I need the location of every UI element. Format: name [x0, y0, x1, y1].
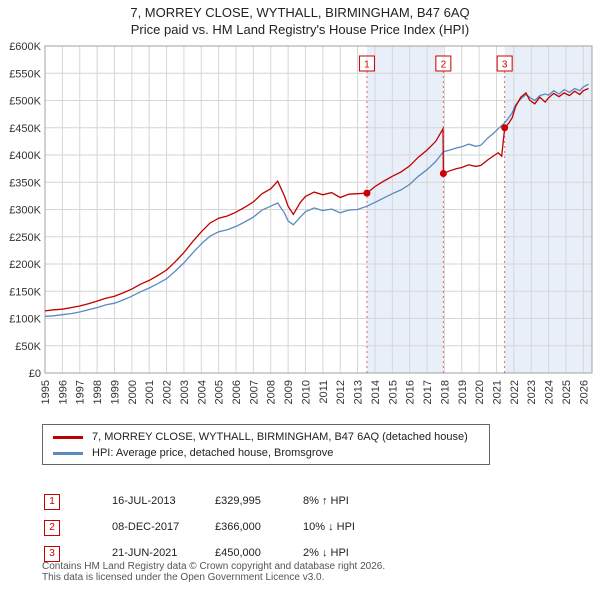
transaction-price: £366,000	[215, 521, 261, 533]
price-chart: 1995 1996 1997 1998 1999 2000 2001 2002 2003 2004…	[0, 40, 600, 420]
y-tick-label: £250K	[9, 232, 41, 244]
sale-marker	[439, 170, 447, 178]
x-tick-label: 2026	[578, 380, 590, 404]
sale-marker	[501, 124, 509, 132]
transaction-number-badge: 2	[44, 520, 60, 536]
x-tick-label: 2020	[474, 380, 486, 404]
transaction-number-badge: 3	[44, 546, 60, 562]
sale-number: 2	[441, 60, 447, 71]
legend-item-property: 7, MORREY CLOSE, WYTHALL, BIRMINGHAM, B4…	[43, 429, 489, 445]
sale-marker	[363, 189, 371, 197]
chart-title: 7, MORREY CLOSE, WYTHALL, BIRMINGHAM, B4…	[130, 5, 470, 20]
x-tick-label: 2017	[422, 380, 434, 404]
chart-subtitle: Price paid vs. HM Land Registry's House …	[130, 22, 470, 37]
x-tick-label: 2015	[387, 380, 399, 404]
y-tick-label: £200K	[9, 259, 41, 271]
y-tick-label: £350K	[9, 177, 41, 189]
y-tick-label: £0	[29, 368, 41, 380]
x-tick-label: 2022	[509, 380, 521, 404]
chart-legend: 7, MORREY CLOSE, WYTHALL, BIRMINGHAM, B4…	[42, 424, 490, 465]
x-tick-label: 2007	[248, 380, 260, 404]
x-tick-label: 1997	[75, 380, 87, 404]
y-tick-label: £450K	[9, 123, 41, 135]
sale-number: 3	[502, 60, 508, 71]
sale-number-box	[358, 55, 375, 72]
x-tick-label: 2004	[196, 380, 208, 404]
transaction-date: 21-JUN-2021	[112, 547, 178, 559]
x-tick-label: 2011	[318, 380, 330, 404]
y-tick-label: £300K	[9, 205, 41, 217]
x-tick-label: 2008	[266, 380, 278, 404]
x-tick-label: 2013	[353, 380, 365, 404]
transaction-number-badge: 1	[44, 494, 60, 510]
sale-number-box	[496, 55, 513, 72]
x-tick-label: 2025	[561, 380, 573, 404]
y-tick-label: £150K	[9, 286, 41, 298]
x-tick-label: 2024	[544, 380, 556, 404]
x-tick-label: 2003	[179, 380, 191, 404]
transaction-vs-hpi: 8% ↑ HPI	[303, 495, 349, 507]
x-tick-label: 2002	[162, 380, 174, 404]
sale-number-box	[435, 55, 452, 72]
transaction-row: 3 21-JUN-2021 £450,000 2% ↓ HPI	[0, 546, 600, 562]
transaction-date: 16-JUL-2013	[112, 495, 176, 507]
sale-number: 1	[364, 60, 370, 71]
y-tick-label: £500K	[9, 96, 41, 108]
x-tick-label: 1998	[92, 380, 104, 404]
x-tick-label: 2019	[457, 380, 469, 404]
x-tick-label: 2021	[491, 380, 503, 404]
transaction-row: 2 08-DEC-2017 £366,000 10% ↓ HPI	[0, 520, 600, 536]
y-tick-label: £550K	[9, 68, 41, 80]
transaction-price: £329,995	[215, 495, 261, 507]
plot-border	[44, 45, 593, 374]
footer-licence: This data is licensed under the Open Gov…	[42, 572, 325, 583]
x-tick-label: 1996	[57, 380, 69, 404]
y-tick-label: £50K	[15, 341, 41, 353]
transaction-vs-hpi: 10% ↓ HPI	[303, 521, 355, 533]
x-tick-label: 2006	[231, 380, 243, 404]
x-tick-label: 2012	[335, 380, 347, 404]
x-tick-label: 2001	[144, 380, 156, 404]
x-tick-label: 2000	[127, 380, 139, 404]
legend-item-hpi: HPI: Average price, detached house, Brom…	[43, 445, 489, 461]
x-tick-label: 2014	[370, 380, 382, 404]
y-tick-label: £600K	[9, 41, 41, 53]
x-tick-label: 2005	[214, 380, 226, 404]
x-tick-label: 1999	[109, 380, 121, 404]
property-line-swatch	[53, 435, 83, 439]
legend-label-property: 7, MORREY CLOSE, WYTHALL, BIRMINGHAM, B4…	[92, 431, 468, 443]
x-tick-label: 2018	[439, 380, 451, 404]
transaction-vs-hpi: 2% ↓ HPI	[303, 547, 349, 559]
x-tick-label: 2023	[526, 380, 538, 404]
price-chart-svg: 1995 1996 1997 1998 1999 2000 2001 2002 2003 2004…	[9, 41, 593, 404]
transaction-row: 1 16-JUL-2013 £329,995 8% ↑ HPI	[0, 494, 600, 510]
y-tick-label: £400K	[9, 150, 41, 162]
transaction-date: 08-DEC-2017	[112, 521, 180, 533]
x-tick-label: 1995	[40, 380, 52, 404]
footer-copyright: Contains HM Land Registry data © Crown c…	[42, 561, 386, 572]
transaction-price: £450,000	[215, 547, 261, 559]
y-tick-label: £100K	[9, 314, 41, 326]
x-tick-label: 2010	[300, 380, 312, 404]
x-tick-label: 2016	[405, 380, 417, 404]
hpi-line-swatch	[53, 451, 83, 455]
legend-label-hpi: HPI: Average price, detached house, Brom…	[92, 447, 334, 459]
x-tick-label: 2009	[283, 380, 295, 404]
